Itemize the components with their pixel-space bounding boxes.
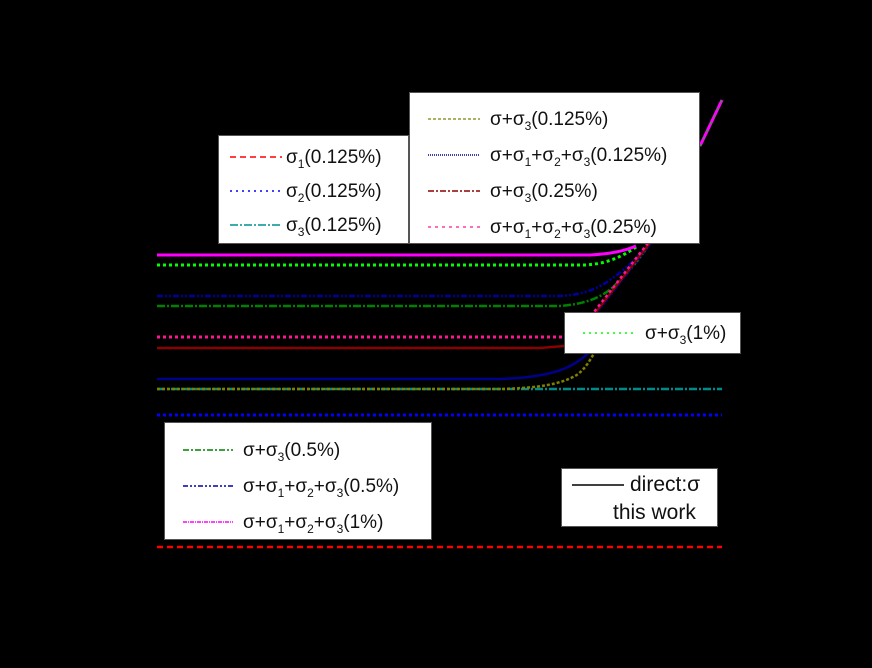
legend-label: σ+σ3(0.5%) [243, 439, 341, 464]
legend-item: σ+σ1+σ2+σ3(0.125%) [410, 140, 699, 170]
legend-label-direct: direct:σ [630, 473, 701, 496]
legend-item: σ+σ3(0.5%) [165, 435, 431, 465]
legend-label: σ+σ3(0.25%) [490, 180, 598, 205]
legend-item: σ+σ1+σ2+σ3(1%) [165, 507, 431, 537]
legend-swatch-olive-dashed [428, 118, 480, 120]
legend-swatch-green-dotted [583, 332, 635, 334]
legend-item: σ+σ3(0.125%) [410, 104, 699, 134]
legend-label: σ+σ1+σ2+σ3(0.25%) [490, 216, 657, 241]
legend-swatch-green-dashdot [183, 449, 233, 451]
legend-item: σ+σ1+σ2+σ3(0.5%) [165, 471, 431, 501]
legend-label: σ2(0.125%) [286, 180, 382, 205]
legend-swatch-navy-dashdotdot [183, 485, 233, 487]
legend-sum-one-percent: σ+σ3(1%) [564, 312, 741, 354]
legend-item: σ+σ3(0.25%) [410, 176, 699, 206]
legend-item: σ+σ3(1%) [565, 318, 740, 348]
legend-item: σ2(0.125%) [219, 176, 408, 206]
legend-swatch-teal-dashdot [230, 224, 282, 226]
legend-label: σ+σ1+σ2+σ3(0.5%) [243, 475, 400, 500]
legend-label: σ1(0.125%) [286, 146, 382, 171]
legend-swatch-magenta-dashdot [183, 521, 233, 523]
series-sigma-plus-sigma3-1 [157, 245, 637, 267]
legend-label: σ+σ3(0.125%) [490, 108, 609, 133]
legend-swatch-blue-dotted [230, 190, 282, 192]
legend-item: σ1(0.125%) [219, 142, 408, 172]
legend-sigma-components: σ1(0.125%) σ2(0.125%) σ3(0.125%) [218, 135, 409, 244]
legend-label: σ+σ1+σ2+σ3(0.125%) [490, 144, 668, 169]
legend-sum-low-percent: σ+σ3(0.125%) σ+σ1+σ2+σ3(0.125%) σ+σ3(0.2… [409, 92, 700, 244]
legend-item: σ+σ1+σ2+σ3(0.25%) [410, 212, 699, 242]
legend-label-this-work: this work [613, 501, 696, 524]
series-sigma-plus-sigma3-025 [157, 344, 565, 350]
diagonal-bundle [593, 242, 653, 313]
legend-swatch-navy-dotted [428, 154, 480, 156]
series-sigma-all-05 [157, 242, 651, 298]
legend-swatch-red-dashed [230, 156, 282, 158]
steep-tail-segment [698, 99, 724, 147]
series-sigma-all-1 [157, 244, 637, 257]
legend-swatch-pink-dotted [428, 226, 480, 228]
legend-swatch-darkred-dashdot [428, 190, 480, 192]
series-sigma-plus-sigma3-05 [157, 242, 652, 308]
legend-swatch-black-solid [572, 484, 624, 486]
series-sigma-plus-sigma3-0125 [157, 349, 598, 391]
legend-label: σ+σ1+σ2+σ3(1%) [243, 511, 384, 536]
legend-sum-high-percent: σ+σ3(0.5%) σ+σ1+σ2+σ3(0.5%) σ+σ1+σ2+σ3(1… [164, 422, 432, 540]
legend-direct-this-work: direct:σ this work [561, 468, 718, 527]
legend-label: σ3(0.125%) [286, 214, 382, 239]
legend-item: σ3(0.125%) [219, 210, 408, 240]
legend-label: σ+σ3(1%) [645, 322, 727, 347]
